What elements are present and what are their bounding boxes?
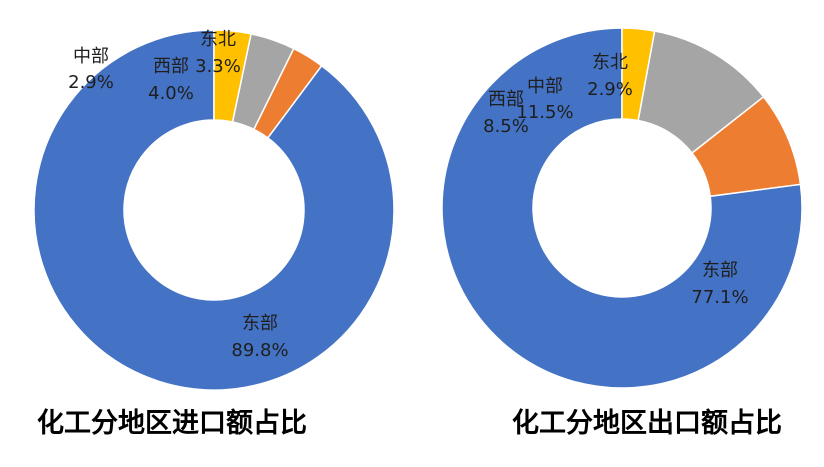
import-slice-value-label-2: 4.0% xyxy=(148,83,194,104)
import-donut-slice-0 xyxy=(33,29,395,391)
export-slice-value-label-3: 2.9% xyxy=(587,79,633,100)
export-donut-slice-2 xyxy=(637,30,765,155)
export-slice-value-label-0: 77.1% xyxy=(691,287,748,308)
export-donut-slice-3 xyxy=(621,27,656,122)
export-chart-title: 化工分地区出口额占比 xyxy=(512,408,782,439)
import-donut-slice-1 xyxy=(252,47,323,139)
import-slice-category-label-1: 中部 xyxy=(73,46,109,67)
export-donut-slice-1 xyxy=(690,95,802,198)
export-slice-value-label-2: 11.5% xyxy=(516,102,573,123)
import-slice-value-label-0: 89.8% xyxy=(231,340,288,361)
import-donut-slice-2 xyxy=(231,32,295,131)
import-slice-category-label-0: 东部 xyxy=(242,313,278,334)
import-donut-chart: 东部 89.8% 中部 2.9% 西部 4.0% 东北 3.3% xyxy=(33,29,395,391)
import-slice-category-label-3: 东北 xyxy=(200,29,236,50)
import-chart-title: 化工分地区进口额占比 xyxy=(37,408,307,439)
import-slice-value-label-3: 3.3% xyxy=(195,56,241,77)
export-slice-value-label-1: 8.5% xyxy=(483,116,529,137)
import-slice-value-label-1: 2.9% xyxy=(68,72,114,93)
export-slice-category-label-1: 西部 xyxy=(488,89,524,110)
import-donut-slice-3 xyxy=(213,29,252,123)
export-donut-chart: 东部 77.1% 西部 8.5% 中部 11.5% 东北 2.9% xyxy=(441,27,803,389)
import-slice-category-label-2: 西部 xyxy=(153,56,189,77)
export-slice-category-label-0: 东部 xyxy=(702,260,738,281)
export-donut-slice-0 xyxy=(441,27,803,389)
export-slice-category-label-3: 东北 xyxy=(592,52,628,73)
export-slice-category-label-2: 中部 xyxy=(527,76,563,97)
